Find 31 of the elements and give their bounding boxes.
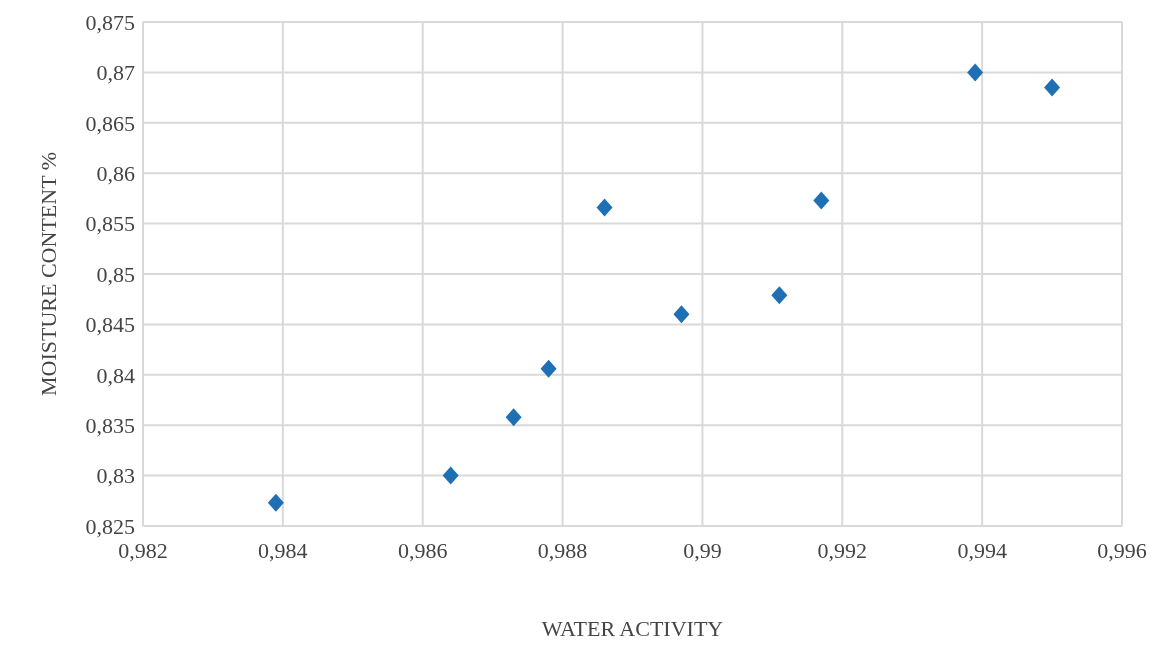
point [540, 359, 557, 378]
point [771, 286, 788, 305]
point [442, 466, 459, 485]
point [267, 493, 284, 512]
y-tick-label: 0,855 [85, 211, 135, 237]
y-tick-label: 0,835 [85, 413, 135, 439]
x-tick-label: 0,992 [817, 537, 868, 563]
point [1044, 78, 1061, 97]
point [505, 408, 522, 427]
point [596, 198, 613, 217]
y-axis-title: MOISTURE CONTENT % [35, 151, 61, 397]
x-axis-title: WATER ACTIVITY [541, 616, 724, 641]
y-tick-label: 0,875 [85, 9, 135, 35]
y-tick-label: 0,85 [96, 261, 135, 287]
x-tick-label: 0,982 [118, 537, 168, 563]
y-tick-label: 0,84 [96, 362, 135, 388]
point [813, 191, 830, 210]
y-tick-label: 0,87 [96, 60, 135, 86]
y-tick-label: 0,865 [85, 110, 135, 136]
x-tick-label: 0,994 [957, 537, 1007, 563]
y-tick-label: 0,83 [96, 463, 135, 489]
y-tick-label: 0,845 [85, 312, 135, 338]
y-tick-label: 0,825 [85, 513, 135, 539]
x-tick-label: 0,99 [683, 537, 722, 563]
x-tick-label: 0,988 [537, 537, 588, 563]
y-tick-label: 0,86 [96, 161, 135, 187]
x-tick-label: 0,986 [397, 537, 448, 563]
point [673, 305, 690, 324]
x-tick-label: 0,984 [258, 537, 308, 563]
point [967, 63, 984, 82]
x-tick-label: 0,996 [1097, 537, 1147, 563]
